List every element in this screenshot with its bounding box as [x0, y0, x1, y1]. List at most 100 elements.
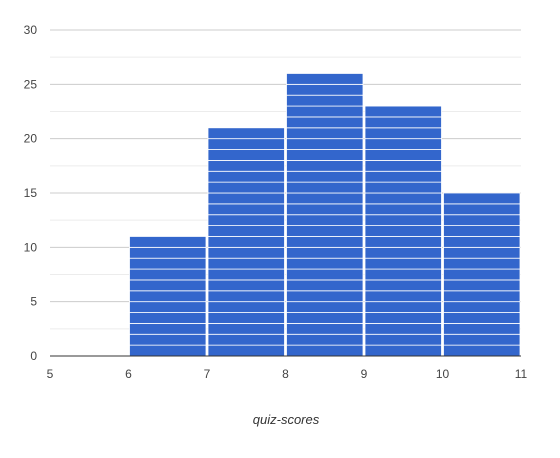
x-tick-label: 6 — [125, 367, 132, 381]
histogram-bar-unit — [286, 192, 364, 205]
x-axis-title: quiz-scores — [253, 412, 320, 427]
histogram-bar-unit — [207, 192, 285, 205]
histogram-bar — [286, 73, 364, 357]
histogram-bar-unit — [129, 344, 207, 357]
histogram-bar-unit — [207, 279, 285, 292]
histogram-bar-unit — [364, 149, 442, 161]
histogram-bar-unit — [286, 257, 364, 270]
histogram-bar-unit — [129, 279, 207, 292]
histogram-bar-unit — [207, 246, 285, 259]
histogram-bar-unit — [129, 333, 207, 346]
histogram-bar-unit — [129, 301, 207, 313]
histogram-bar-unit — [207, 344, 285, 357]
histogram-bar-unit — [286, 236, 364, 248]
y-tick-label: 30 — [24, 23, 38, 37]
y-tick-label: 0 — [30, 349, 37, 363]
histogram-bar-unit — [207, 149, 285, 161]
histogram-bar-unit — [207, 236, 285, 248]
histogram-bar-unit — [443, 268, 521, 281]
histogram-bar-unit — [364, 333, 442, 346]
histogram-bar-unit — [443, 312, 521, 324]
histogram-bar-unit — [286, 279, 364, 292]
histogram-bar-unit — [443, 257, 521, 270]
grid-lines — [50, 29, 521, 330]
histogram-bar-unit — [129, 312, 207, 324]
histogram-bar-unit — [364, 246, 442, 259]
histogram-bar-unit — [286, 290, 364, 303]
histogram-bar-unit — [129, 268, 207, 281]
histogram-bar-unit — [364, 312, 442, 324]
histogram-bar-unit — [286, 83, 364, 96]
histogram-bar-unit — [364, 322, 442, 335]
histogram-bar-unit — [286, 181, 364, 194]
histogram-bar-unit — [286, 149, 364, 161]
histogram-bar-unit — [207, 301, 285, 313]
histogram-bar-unit — [443, 279, 521, 292]
histogram-bar-unit — [364, 257, 442, 270]
histogram-bar-unit — [286, 333, 364, 346]
histogram-bar — [364, 105, 442, 357]
histogram-bar-unit — [364, 290, 442, 303]
histogram-bar-unit — [286, 73, 364, 85]
x-tick-label: 8 — [282, 367, 289, 381]
histogram-bar-unit — [286, 344, 364, 357]
histogram-bar-unit — [286, 138, 364, 150]
histogram-bar-unit — [443, 344, 521, 357]
histogram-bar-unit — [364, 225, 442, 237]
histogram-bar-unit — [207, 322, 285, 335]
histogram-bar-unit — [207, 203, 285, 216]
histogram-bar-unit — [286, 322, 364, 335]
histogram-bar-unit — [207, 225, 285, 237]
x-tick-label: 5 — [47, 367, 54, 381]
histogram-bar-unit — [129, 257, 207, 270]
histogram-bar-unit — [364, 192, 442, 205]
histogram-bar-unit — [364, 268, 442, 281]
histogram-bar-unit — [443, 203, 521, 216]
histogram-bar-unit — [286, 246, 364, 259]
histogram-bar-unit — [443, 290, 521, 303]
y-tick-label: 20 — [24, 132, 38, 146]
x-tick-label: 7 — [204, 367, 211, 381]
histogram-bar-unit — [443, 322, 521, 335]
histogram-bar-unit — [129, 246, 207, 259]
histogram-bar — [443, 192, 521, 357]
histogram-bar-unit — [286, 203, 364, 216]
histogram-bar-unit — [286, 225, 364, 237]
histogram-bar-unit — [286, 312, 364, 324]
histogram-bar-unit — [286, 159, 364, 172]
histogram-bar-unit — [443, 236, 521, 248]
histogram-bar-unit — [207, 159, 285, 172]
x-tick-label: 9 — [361, 367, 368, 381]
bars — [129, 73, 521, 357]
histogram-bar-unit — [129, 322, 207, 335]
histogram-bar-unit — [364, 159, 442, 172]
histogram-bar — [207, 127, 285, 357]
histogram-bar-unit — [364, 236, 442, 248]
histogram-bar-unit — [286, 170, 364, 183]
y-tick-label: 10 — [24, 240, 38, 254]
histogram-bar-unit — [364, 203, 442, 216]
histogram-bar-unit — [364, 344, 442, 357]
histogram-bar-unit — [364, 105, 442, 118]
histogram-bar-unit — [286, 268, 364, 281]
histogram-bar-unit — [207, 170, 285, 183]
histogram-bar-unit — [207, 257, 285, 270]
histogram-bar-unit — [207, 138, 285, 150]
histogram-bar-unit — [207, 312, 285, 324]
histogram-bar-unit — [129, 290, 207, 303]
histogram-bar-unit — [364, 138, 442, 150]
histogram-bar-unit — [364, 301, 442, 313]
histogram-bar-unit — [207, 268, 285, 281]
histogram-bar-unit — [443, 246, 521, 259]
histogram-bar-unit — [364, 127, 442, 140]
histogram-bar-unit — [207, 181, 285, 194]
histogram-bar-unit — [286, 127, 364, 140]
histogram-bar-unit — [286, 214, 364, 227]
histogram-bar-unit — [364, 170, 442, 183]
histogram-bar-unit — [207, 290, 285, 303]
histogram-bar-unit — [286, 105, 364, 118]
x-tick-label: 11 — [515, 367, 528, 381]
